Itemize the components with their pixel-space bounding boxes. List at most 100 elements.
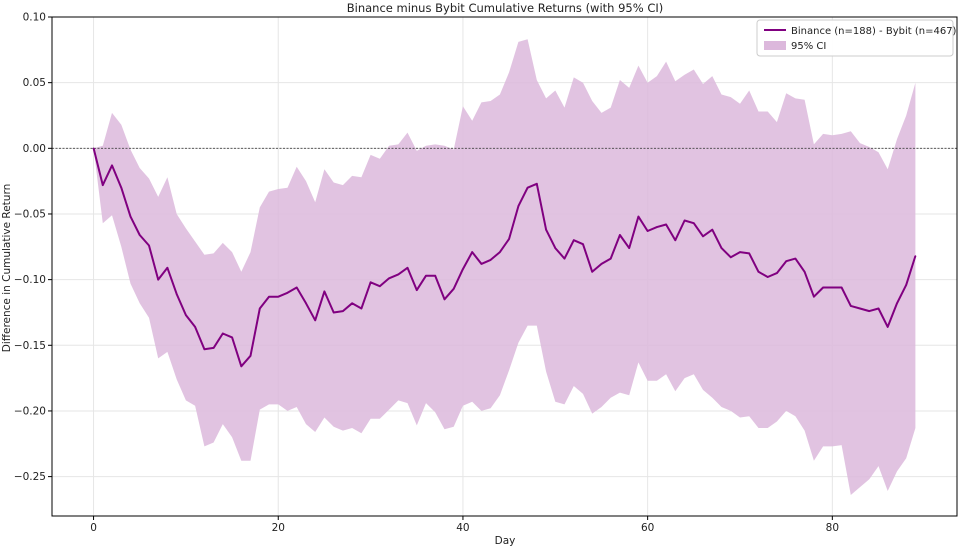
data-point [905, 284, 908, 286]
data-point [868, 310, 871, 312]
data-point [240, 365, 243, 368]
data-point [222, 332, 224, 335]
x-tick-label: 40 [456, 522, 469, 534]
y-axis-label: Difference in Cumulative Return [1, 184, 13, 353]
data-point [166, 267, 169, 269]
data-point [886, 326, 889, 328]
data-point [360, 307, 363, 310]
data-point [258, 307, 261, 310]
data-point [803, 270, 806, 273]
data-point [508, 238, 510, 240]
data-point [591, 270, 594, 273]
x-tick-label: 60 [641, 522, 654, 534]
data-point [711, 228, 714, 231]
legend-box [756, 19, 954, 57]
data-point [397, 273, 400, 276]
data-point [859, 307, 861, 310]
data-point [101, 184, 104, 186]
data-point [452, 288, 455, 290]
data-point [286, 291, 289, 294]
y-tick-label: −0.10 [14, 274, 46, 286]
x-tick-label: 20 [272, 522, 285, 534]
data-point [637, 215, 640, 218]
data-point [785, 260, 787, 263]
data-point [628, 247, 630, 249]
data-point [554, 247, 557, 249]
data-point [822, 286, 824, 289]
data-point [619, 234, 621, 236]
legend-band-swatch [764, 41, 786, 50]
data-point [148, 244, 150, 247]
x-ticks: 0 20 40 60 80 [90, 516, 839, 534]
y-tick-label: −0.25 [14, 471, 46, 483]
data-point [249, 354, 252, 357]
data-point [342, 310, 344, 312]
data-point [305, 302, 307, 305]
data-point [406, 267, 409, 269]
plot-frame [51, 16, 958, 517]
data-point [766, 276, 769, 278]
data-point [831, 286, 834, 289]
data-point [896, 302, 898, 305]
data-point [600, 263, 603, 265]
data-point [462, 268, 464, 270]
data-point [877, 307, 880, 310]
data-point [111, 164, 113, 167]
data-point [499, 251, 501, 253]
y-tick-label: 0.05 [23, 77, 46, 89]
data-point [850, 305, 852, 307]
data-point [693, 222, 695, 224]
data-point [526, 186, 529, 189]
data-point [314, 319, 316, 322]
legend: Binance (n=188) - Bybit (n=467) 95% CI [756, 19, 957, 57]
data-point [720, 247, 723, 249]
x-tick-label: 0 [90, 522, 97, 534]
y-tick-label: −0.15 [14, 340, 46, 352]
data-point [729, 256, 732, 259]
data-point [757, 270, 760, 273]
data-point [914, 255, 917, 257]
data-point [369, 281, 372, 284]
series-points [92, 147, 917, 368]
y-tick-label: −0.05 [14, 208, 46, 220]
data-point [203, 348, 206, 351]
data-point [480, 263, 483, 265]
data-point [351, 302, 353, 305]
data-point [212, 347, 215, 349]
data-point [425, 274, 427, 277]
data-point [563, 257, 566, 260]
data-point [295, 286, 298, 289]
data-point [646, 230, 649, 232]
data-point [332, 311, 335, 314]
data-point [138, 234, 141, 236]
data-point [157, 278, 159, 281]
data-point [434, 274, 437, 277]
chart-title: Binance minus Bybit Cumulative Returns (… [347, 1, 664, 15]
data-point [175, 293, 178, 295]
y-ticks: 0.10 0.05 0.00 −0.05 −0.10 −0.15 −0.20 −0.25 [14, 12, 52, 483]
data-point [813, 295, 815, 298]
data-point [572, 239, 575, 242]
data-point [92, 147, 95, 150]
data-point [840, 286, 843, 289]
data-point [609, 257, 612, 260]
data-point [545, 228, 547, 231]
data-point [794, 257, 797, 260]
data-point [748, 252, 751, 255]
x-axis-label: Day [495, 535, 516, 547]
data-point [674, 239, 677, 242]
data-point [683, 219, 686, 222]
data-point [536, 182, 538, 185]
data-point [656, 226, 658, 228]
data-point [489, 259, 492, 261]
data-point [702, 235, 704, 238]
data-point [120, 186, 123, 189]
data-point [739, 251, 741, 253]
x-tick-label: 80 [826, 522, 839, 534]
data-point [665, 223, 667, 226]
data-point [185, 314, 187, 316]
series-line [92, 148, 917, 368]
y-tick-label: 0.10 [23, 12, 46, 24]
legend-band-label: 95% CI [791, 41, 826, 52]
